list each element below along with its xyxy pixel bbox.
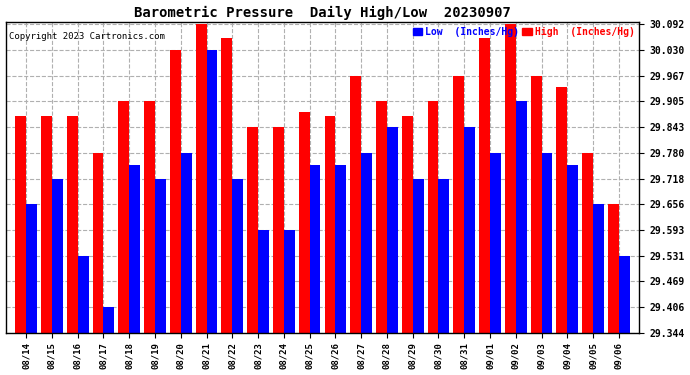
Bar (129, 165, 140, 333)
Bar (155, 178, 166, 333)
Bar (273, 127, 284, 333)
Bar (92, 153, 104, 333)
Bar (619, 256, 630, 333)
Bar (299, 112, 310, 333)
Bar (479, 38, 490, 333)
Bar (567, 165, 578, 333)
Bar (258, 230, 269, 333)
Bar (78, 256, 88, 333)
Bar (557, 87, 567, 333)
Bar (608, 204, 619, 333)
Bar (233, 178, 243, 333)
Bar (144, 102, 155, 333)
Bar (181, 153, 192, 333)
Bar (376, 102, 387, 333)
Bar (206, 50, 217, 333)
Bar (324, 116, 335, 333)
Bar (490, 153, 501, 333)
Bar (41, 116, 52, 333)
Bar (310, 165, 320, 333)
Bar (361, 153, 372, 333)
Bar (247, 127, 258, 333)
Legend: Low  (Inches/Hg), High  (Inches/Hg): Low (Inches/Hg), High (Inches/Hg) (413, 27, 635, 37)
Bar (531, 76, 542, 333)
Bar (464, 127, 475, 333)
Bar (582, 153, 593, 333)
Bar (335, 165, 346, 333)
Bar (104, 307, 115, 333)
Title: Barometric Pressure  Daily High/Low  20230907: Barometric Pressure Daily High/Low 20230… (134, 6, 511, 20)
Bar (67, 116, 78, 333)
Bar (119, 102, 129, 333)
Bar (221, 38, 233, 333)
Bar (196, 24, 206, 333)
Bar (453, 76, 464, 333)
Bar (170, 50, 181, 333)
Text: Copyright 2023 Cartronics.com: Copyright 2023 Cartronics.com (9, 32, 165, 40)
Bar (284, 230, 295, 333)
Bar (593, 204, 604, 333)
Bar (26, 204, 37, 333)
Bar (351, 76, 361, 333)
Bar (542, 153, 553, 333)
Bar (413, 178, 424, 333)
Bar (428, 102, 438, 333)
Bar (516, 102, 526, 333)
Bar (438, 178, 449, 333)
Bar (387, 127, 397, 333)
Bar (505, 24, 516, 333)
Bar (402, 116, 413, 333)
Bar (52, 178, 63, 333)
Bar (15, 116, 26, 333)
